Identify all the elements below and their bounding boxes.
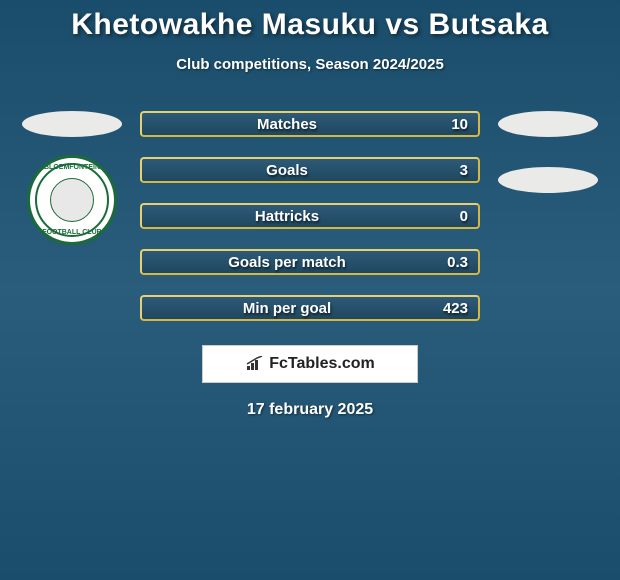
- stat-bar-mpg: Min per goal 423: [140, 295, 480, 321]
- chart-icon: [245, 356, 265, 372]
- bar-value: 3: [432, 162, 468, 179]
- bar-value: 0: [432, 208, 468, 225]
- badge-text-top: BLOEMFONTEIN: [44, 164, 100, 171]
- logo-text: FcTables.com: [269, 355, 375, 373]
- bar-label: Goals: [142, 162, 432, 179]
- date-label: 17 february 2025: [0, 401, 620, 419]
- stat-bar-hattricks: Hattricks 0: [140, 203, 480, 229]
- bar-value: 10: [432, 116, 468, 133]
- bar-label: Min per goal: [142, 300, 432, 317]
- subtitle: Club competitions, Season 2024/2025: [0, 56, 620, 73]
- badge-inner-icon: [50, 178, 94, 222]
- club-badge-left: BLOEMFONTEIN FOOTBALL CLUB: [27, 155, 117, 245]
- stat-bar-matches: Matches 10: [140, 111, 480, 137]
- left-column: BLOEMFONTEIN FOOTBALL CLUB: [22, 111, 122, 245]
- bar-label: Goals per match: [142, 254, 432, 271]
- stat-bar-gpm: Goals per match 0.3: [140, 249, 480, 275]
- badge-text-bottom: FOOTBALL CLUB: [42, 229, 101, 236]
- bar-value: 0.3: [432, 254, 468, 271]
- bar-label: Hattricks: [142, 208, 432, 225]
- bar-label: Matches: [142, 116, 432, 133]
- stat-bar-goals: Goals 3: [140, 157, 480, 183]
- main-area: BLOEMFONTEIN FOOTBALL CLUB Matches 10 Go…: [0, 111, 620, 321]
- bar-value: 423: [432, 300, 468, 317]
- player-left-oval: [22, 111, 122, 137]
- site-logo: FcTables.com: [202, 345, 418, 383]
- stat-bars: Matches 10 Goals 3 Hattricks 0 Goals per…: [140, 111, 480, 321]
- right-column: [498, 111, 598, 193]
- player-right-oval-1: [498, 111, 598, 137]
- player-right-oval-2: [498, 167, 598, 193]
- infographic-container: Khetowakhe Masuku vs Butsaka Club compet…: [0, 0, 620, 419]
- page-title: Khetowakhe Masuku vs Butsaka: [0, 8, 620, 42]
